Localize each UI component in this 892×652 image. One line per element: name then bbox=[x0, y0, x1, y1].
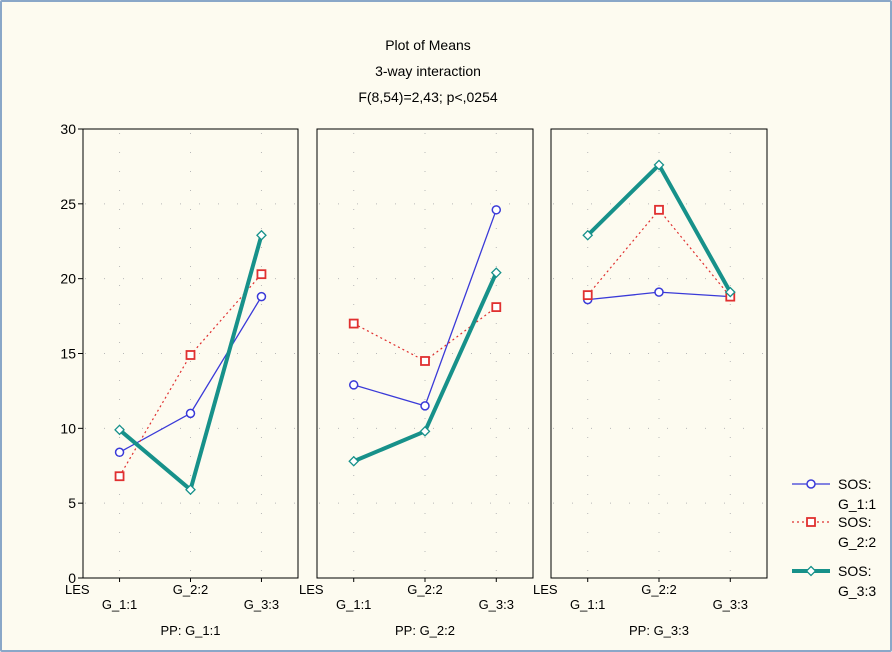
data-point bbox=[419, 425, 431, 437]
data-point bbox=[256, 291, 267, 302]
series-line bbox=[119, 296, 263, 453]
panel-label: PP: G_3:3 bbox=[629, 623, 689, 638]
series-line bbox=[118, 234, 264, 492]
data-point bbox=[185, 484, 196, 496]
data-point bbox=[256, 229, 267, 241]
data-point bbox=[348, 318, 359, 329]
data-point bbox=[185, 408, 196, 419]
legend-marker bbox=[806, 517, 816, 527]
y-tick-label: 5 bbox=[68, 495, 76, 511]
chart-title-line: F(8,54)=2,43; p<,0254 bbox=[358, 89, 498, 105]
x-factor-label: LES bbox=[533, 582, 558, 597]
panel-label: PP: G_2:2 bbox=[395, 623, 455, 638]
x-factor-label: LES bbox=[299, 582, 324, 597]
x-tick-label: G_3:3 bbox=[244, 597, 279, 612]
legend-label: SOS: bbox=[838, 563, 871, 579]
data-point bbox=[114, 447, 125, 458]
legend-label: G_2:2 bbox=[838, 534, 876, 550]
data-point bbox=[348, 380, 359, 390]
y-tick-label: 30 bbox=[60, 121, 76, 137]
legend-label: G_3:3 bbox=[838, 583, 876, 599]
x-factor-label: LES bbox=[65, 582, 90, 597]
legend-label: SOS: bbox=[838, 476, 871, 492]
data-point bbox=[491, 302, 502, 313]
x-tick-label: G_3:3 bbox=[479, 597, 514, 612]
legend-marker bbox=[806, 479, 816, 489]
legend-marker bbox=[805, 565, 817, 577]
x-tick-label: G_3:3 bbox=[713, 597, 748, 612]
x-tick-label: G_1:1 bbox=[102, 597, 137, 612]
y-tick-label: 20 bbox=[60, 271, 76, 287]
data-point bbox=[185, 350, 196, 360]
data-point bbox=[348, 455, 360, 467]
series-line bbox=[353, 209, 497, 407]
x-tick-label: G_2:2 bbox=[173, 582, 208, 597]
data-point bbox=[420, 356, 430, 366]
data-point bbox=[114, 471, 125, 482]
data-point bbox=[724, 286, 736, 298]
data-point bbox=[582, 229, 594, 241]
data-point bbox=[491, 205, 502, 215]
chart-title-line: Plot of Means bbox=[385, 37, 471, 53]
legend-label: G_1:1 bbox=[838, 496, 876, 512]
x-tick-label: G_1:1 bbox=[336, 597, 371, 612]
legend-label: SOS: bbox=[838, 514, 871, 530]
data-point bbox=[114, 424, 125, 436]
data-point bbox=[582, 290, 593, 301]
y-tick-label: 0 bbox=[68, 570, 76, 586]
y-tick-label: 10 bbox=[60, 420, 76, 436]
x-tick-label: G_1:1 bbox=[570, 597, 605, 612]
panel-frame bbox=[550, 128, 768, 579]
y-tick-label: 25 bbox=[60, 196, 76, 212]
data-point bbox=[256, 269, 267, 280]
x-tick-label: G_2:2 bbox=[407, 582, 442, 597]
panel-label: PP: G_1:1 bbox=[161, 623, 221, 638]
data-point bbox=[654, 287, 664, 297]
y-tick-label: 15 bbox=[60, 346, 76, 362]
chart-title-line: 3-way interaction bbox=[375, 63, 481, 79]
data-point bbox=[490, 267, 502, 279]
series-line bbox=[353, 306, 497, 362]
data-point bbox=[654, 204, 664, 215]
data-point bbox=[653, 159, 665, 171]
data-point bbox=[420, 401, 430, 411]
x-tick-label: G_2:2 bbox=[641, 582, 676, 597]
panel-frame bbox=[316, 128, 534, 579]
